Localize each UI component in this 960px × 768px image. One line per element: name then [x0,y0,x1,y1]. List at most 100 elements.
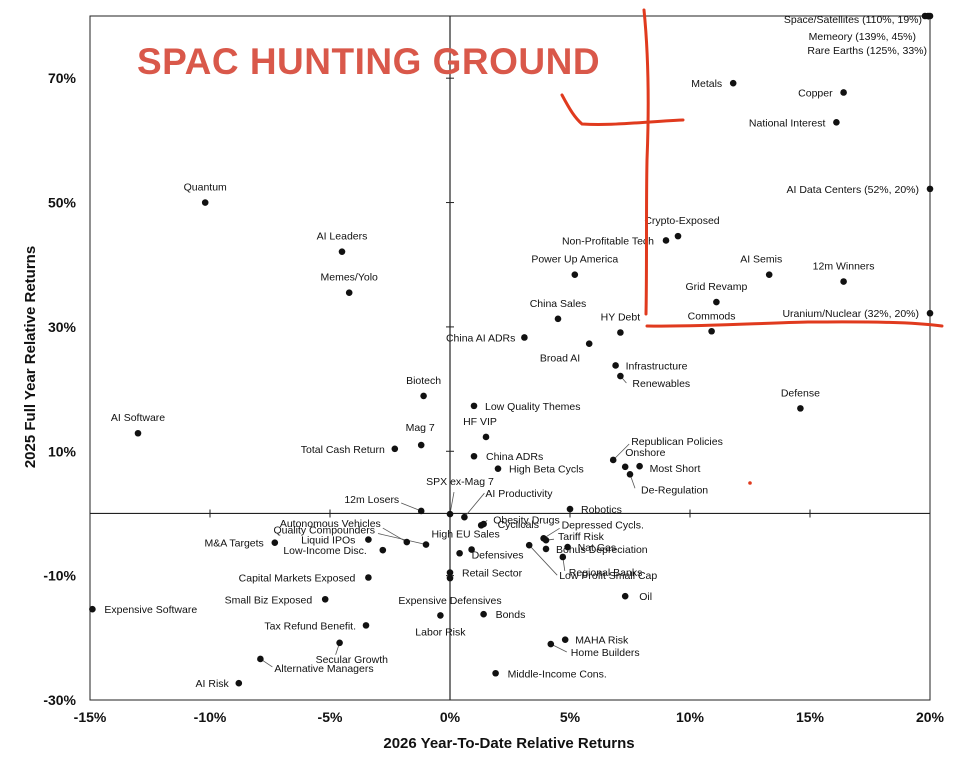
point-label: MAHA Risk [575,635,629,647]
y-tick-label: 50% [48,195,77,211]
data-point [422,541,430,548]
point-label: Expensive Defensives [398,595,501,607]
point-label: Bonus Depreciation [556,544,648,556]
point-label: Grid Revamp [685,281,747,293]
data-point [417,441,425,449]
point-label: Most Short [650,463,701,475]
point-label: Liquid IPOs [301,535,355,547]
point-label: Low Quality Themes [485,401,581,413]
axes-layer [89,15,931,701]
data-point [542,536,550,544]
data-point [674,232,682,240]
point-label: Depressed Cycls. [562,519,644,531]
point-label: High EU Sales [431,529,499,541]
point-label: Power Up America [531,254,618,266]
data-point [271,539,279,546]
hand-drawn-markup [560,8,944,485]
data-point [403,538,411,546]
data-point [321,595,329,603]
leader-line [612,443,630,461]
point-label: Space/Satellites (110%, 19%) [784,14,922,26]
x-axis-title: 2026 Year-To-Date Relative Returns [383,735,634,752]
leader-line [401,502,422,512]
data-point [468,546,475,553]
data-point [926,185,934,193]
data-point [554,315,562,323]
point-label: China Sales [530,298,587,310]
point-label: Low Profit Small Cap [559,570,657,582]
data-point [729,79,737,87]
data-point [525,541,533,549]
data-point [345,289,353,297]
point-label: Obesity Drugs [493,514,560,526]
data-point [840,278,847,285]
data-point [559,553,567,561]
data-point [521,334,528,341]
data-point [379,546,387,554]
x-tick-label: 0% [440,709,461,725]
point-label: SPX ex-Mag 7 [426,476,494,488]
y-tick-label: 10% [48,443,77,459]
point-label: Capital Markets Exposed [239,573,356,585]
point-label: Middle-Income Cons. [508,668,607,680]
point-label: Expensive Software [104,604,197,616]
point-label: Home Builders [571,647,640,659]
point-label: Small Biz Exposed [225,594,313,606]
point-label: Alternative Managers [274,663,373,675]
point-label: Copper [798,87,833,99]
point-label: Memes/Yolo [320,272,378,284]
data-point [391,445,399,453]
point-label: Non-Profitable Tech [562,235,654,247]
point-label: AI Leaders [317,231,368,243]
point-label: Crypto-Exposed [644,215,719,227]
data-point [480,610,487,618]
point-labels: Space/Satellites (110%, 19%) Memeory (139… [104,14,927,690]
point-label: De-Regulation [641,484,708,496]
y-axis-title: 2025 Full Year Relative Returns [22,246,39,468]
data-point [636,462,643,470]
point-label: 12m Winners [813,261,875,273]
point-label: Robotics [581,504,622,516]
data-point [417,507,425,515]
point-label: Defensives [472,549,524,561]
data-point [494,465,502,472]
vertical-red-stroke [642,8,650,316]
data-point [446,569,454,576]
data-point [617,329,624,336]
point-label: AI Risk [196,678,230,690]
point-label: Autonomous Vehicles [280,518,381,530]
point-label: M&A Targets [204,538,263,550]
y-tick-label: 30% [48,319,77,335]
tick-labels: -15% -10% -5% 0% 5% 10% 15% 20% 70% 50% 30% 10% -10%… [43,70,944,725]
data-points [89,12,934,687]
leader-line [449,492,455,515]
point-label: AI Software [111,412,165,424]
point-label: Mag 7 [406,422,435,434]
point-label: Quality Compounders [273,525,375,537]
data-point [833,119,840,126]
point-label: AI Productivity [485,488,553,500]
spac-hunting-ground-annotation: SPAC HUNTING GROUND [137,41,600,82]
data-point [134,429,142,437]
point-label: AI Data Centers (52%, 20%) [787,184,919,196]
data-point [420,392,427,400]
x-tick-label: -15% [74,709,107,725]
data-point [621,592,629,600]
data-point [362,622,370,629]
point-label: Secular Growth [316,654,389,666]
point-label: High Beta Cycls [509,464,584,476]
data-point [571,271,579,278]
point-label: Tax Refund Benefit. [264,620,356,632]
data-point [365,536,372,543]
point-label: China ADRs [486,451,543,463]
data-point [235,679,243,687]
data-point [609,456,617,464]
point-label: Republican Policies [631,436,723,448]
point-label: China AI ADRs [446,332,515,344]
x-tick-label: -10% [194,709,227,725]
leader-line [528,544,558,576]
data-point [621,463,629,471]
data-point [492,669,499,677]
data-point [708,327,715,335]
